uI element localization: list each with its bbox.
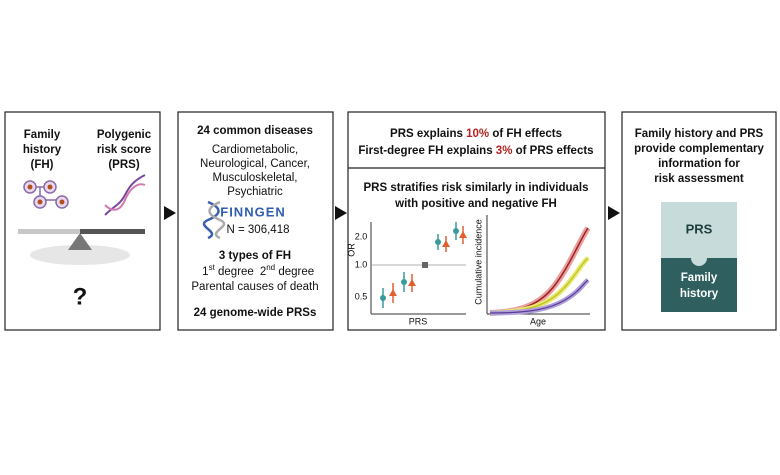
label: (PRS)	[108, 159, 139, 171]
heading: risk assessment	[654, 173, 744, 185]
piece-label: PRS	[686, 221, 713, 236]
piece-label: history	[680, 288, 719, 300]
finngen-icon	[202, 200, 226, 240]
label: Family	[24, 129, 61, 141]
finding: First-degree FH explains 3% of PRS effec…	[358, 145, 593, 157]
panel-box	[177, 111, 334, 331]
fh-type: 2nd degree	[260, 263, 314, 278]
fh-type: degree	[215, 266, 254, 278]
incidence-plot	[486, 215, 591, 316]
tick-label: 2.0	[355, 231, 368, 241]
tick-label: 1.0	[355, 259, 368, 269]
fh-type: 1st degree	[202, 263, 254, 278]
puzzle-knob	[691, 250, 707, 266]
axis-label: OR	[346, 243, 356, 257]
label: (FH)	[31, 159, 54, 171]
label: risk score	[97, 144, 151, 156]
highlight: 10%	[466, 128, 489, 140]
highlight: 3%	[496, 145, 513, 157]
subtitle: with positive and negative FH	[394, 198, 557, 210]
finding-text: of FH effects	[489, 128, 562, 140]
heading: Family history and PRS	[635, 128, 764, 140]
sample-size: N = 306,418	[227, 224, 290, 236]
arrow	[335, 206, 347, 220]
finding-text: PRS explains	[390, 128, 466, 140]
dna-icon	[104, 174, 146, 216]
heading: provide complementary	[634, 143, 764, 155]
finding-text: First-degree FH explains	[358, 145, 495, 157]
heading: 24 common diseases	[197, 125, 313, 137]
tick-label: 0.5	[355, 291, 368, 301]
arrow	[164, 206, 176, 220]
heading: 3 types of FH	[219, 250, 291, 262]
fh-type: degree	[275, 266, 314, 278]
fh-type: 1	[202, 266, 208, 278]
question-mark: ?	[73, 283, 88, 310]
fh-type: Parental causes of death	[191, 281, 318, 293]
fh-type: 2	[260, 266, 266, 278]
logo: FINNGEN	[220, 204, 286, 219]
superscript: st	[209, 263, 216, 272]
piece-label: Family	[681, 272, 718, 284]
label: history	[23, 144, 62, 156]
superscript: nd	[266, 263, 275, 272]
finding-text: of PRS effects	[512, 145, 593, 157]
panel-box	[4, 111, 161, 331]
label: Polygenic	[97, 129, 152, 141]
puzzle-top	[661, 202, 737, 258]
category: Cardiometabolic,	[212, 144, 298, 156]
category: Musculoskeletal,	[212, 172, 297, 184]
family-tree-icon	[23, 180, 69, 209]
puzzle-bottom	[661, 258, 737, 312]
or-plot	[370, 222, 467, 315]
category: Neurological, Cancer,	[200, 158, 310, 170]
heading: 24 genome-wide PRSs	[194, 307, 317, 319]
heading: information for	[658, 158, 740, 170]
finding: PRS explains 10% of FH effects	[390, 128, 562, 140]
subtitle: PRS stratifies risk similarly in individ…	[364, 182, 589, 194]
axis-label: Cumulative incidence	[473, 219, 483, 305]
axis-label: Age	[530, 316, 546, 326]
seesaw-icon	[18, 229, 145, 265]
category: Psychiatric	[227, 186, 283, 198]
arrow	[608, 206, 620, 220]
axis-label: PRS	[409, 316, 428, 326]
